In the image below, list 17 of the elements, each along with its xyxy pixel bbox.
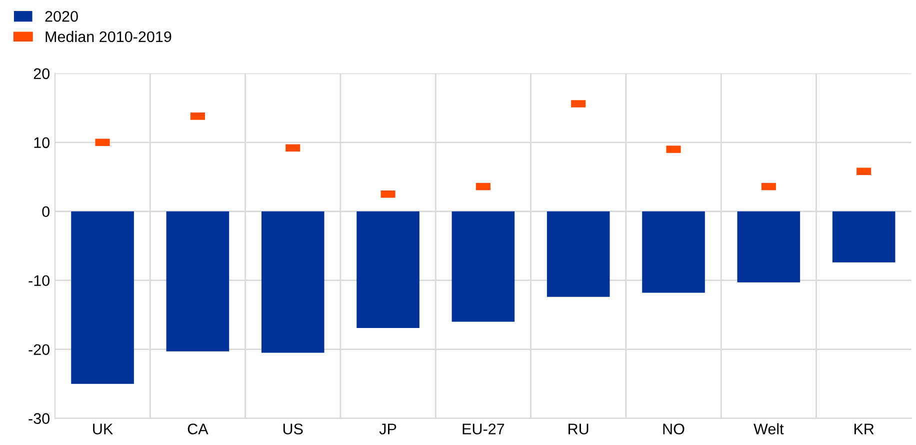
- x-tick-label: NO: [663, 424, 684, 434]
- legend-label: Median 2010-2019: [46, 30, 172, 42]
- legend-label: 2020: [45, 10, 78, 22]
- y-tick-label: -20: [28, 344, 50, 356]
- y-tick-label: -30: [28, 413, 50, 424]
- y-tick-label: -10: [28, 275, 50, 286]
- x-tick-label: EU-27: [462, 424, 504, 434]
- x-tick-label: JP: [379, 424, 396, 434]
- x-tick-label: RU: [568, 424, 588, 434]
- x-tick-label: UK: [93, 424, 113, 434]
- y-tick-label: 20: [34, 68, 50, 80]
- y-tick-label: 0: [42, 206, 50, 218]
- x-tick-label: US: [283, 424, 303, 434]
- x-tick-label: CA: [188, 424, 208, 434]
- x-tick-label: Welt: [754, 423, 784, 434]
- y-tick-label: 10: [34, 137, 50, 148]
- x-tick-label: KR: [854, 424, 874, 434]
